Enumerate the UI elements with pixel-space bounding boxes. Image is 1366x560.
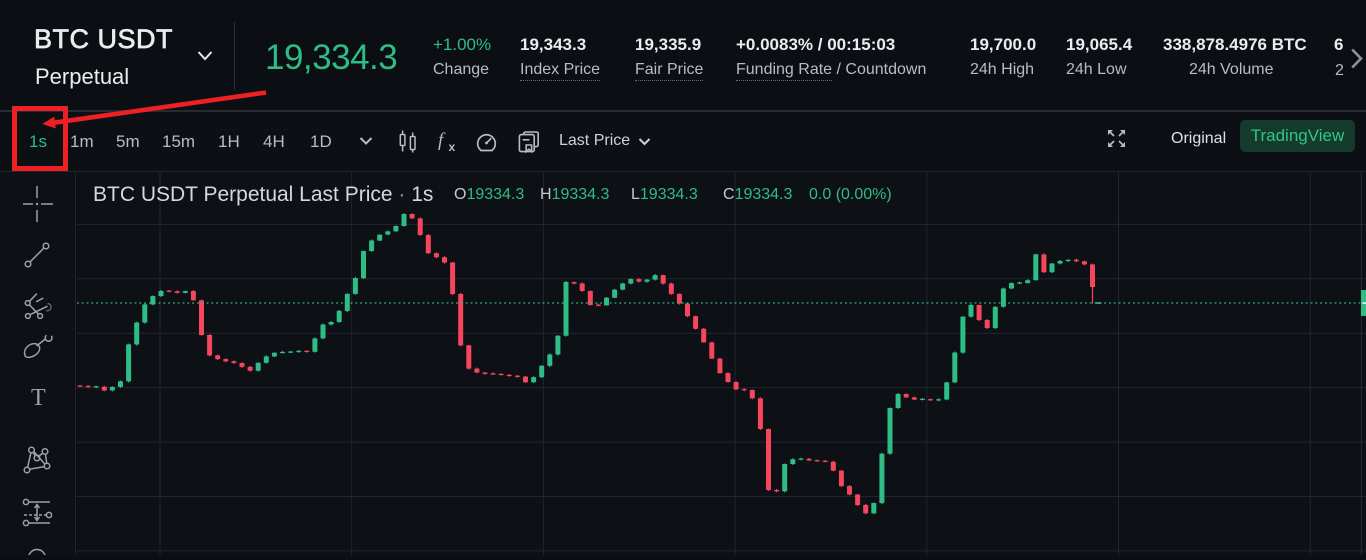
svg-text:f: f	[438, 130, 446, 151]
svg-text:T: T	[31, 385, 46, 411]
svg-text:x: x	[449, 140, 456, 154]
